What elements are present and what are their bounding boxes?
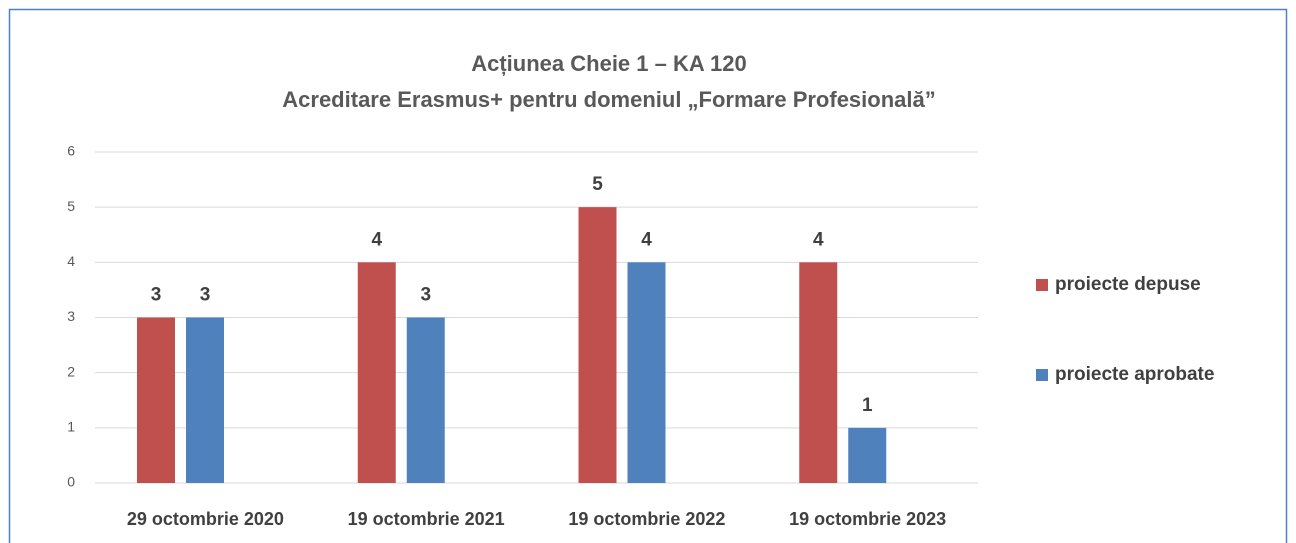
x-tick-label: 19 octombrie 2021 bbox=[348, 509, 505, 529]
chart-subtitle: Acreditare Erasmus+ pentru domeniul „For… bbox=[282, 87, 935, 112]
data-label: 3 bbox=[200, 285, 211, 306]
legend-swatch bbox=[1036, 279, 1048, 291]
data-label: 5 bbox=[592, 174, 603, 195]
bar bbox=[406, 317, 445, 483]
data-label: 1 bbox=[862, 395, 873, 416]
x-tick-label: 19 octombrie 2022 bbox=[568, 509, 725, 529]
y-tick-label: 4 bbox=[67, 253, 75, 269]
y-tick-label: 1 bbox=[67, 419, 75, 435]
legend-label: proiecte depuse bbox=[1055, 274, 1201, 295]
x-tick-label: 19 octombrie 2023 bbox=[789, 509, 946, 529]
bar bbox=[186, 317, 224, 483]
chart-title: Acțiunea Cheie 1 – KA 120 bbox=[471, 51, 747, 76]
bar bbox=[137, 317, 175, 483]
bar bbox=[799, 262, 838, 483]
y-tick-label: 5 bbox=[67, 198, 75, 214]
y-tick-label: 6 bbox=[67, 143, 75, 159]
data-label: 3 bbox=[151, 285, 162, 306]
bar bbox=[848, 427, 887, 483]
x-tick-label: 29 octombrie 2020 bbox=[127, 509, 284, 529]
bar bbox=[627, 262, 666, 483]
y-tick-label: 2 bbox=[67, 363, 75, 379]
bar bbox=[357, 262, 396, 483]
legend-swatch bbox=[1036, 369, 1048, 381]
data-label: 3 bbox=[420, 285, 431, 306]
y-tick-label: 0 bbox=[67, 474, 75, 490]
bar bbox=[578, 207, 617, 483]
legend-label: proiecte aprobate bbox=[1055, 364, 1214, 385]
data-label: 4 bbox=[813, 229, 824, 250]
data-label: 4 bbox=[371, 229, 382, 250]
y-tick-label: 3 bbox=[67, 308, 75, 324]
data-label: 4 bbox=[641, 229, 652, 250]
